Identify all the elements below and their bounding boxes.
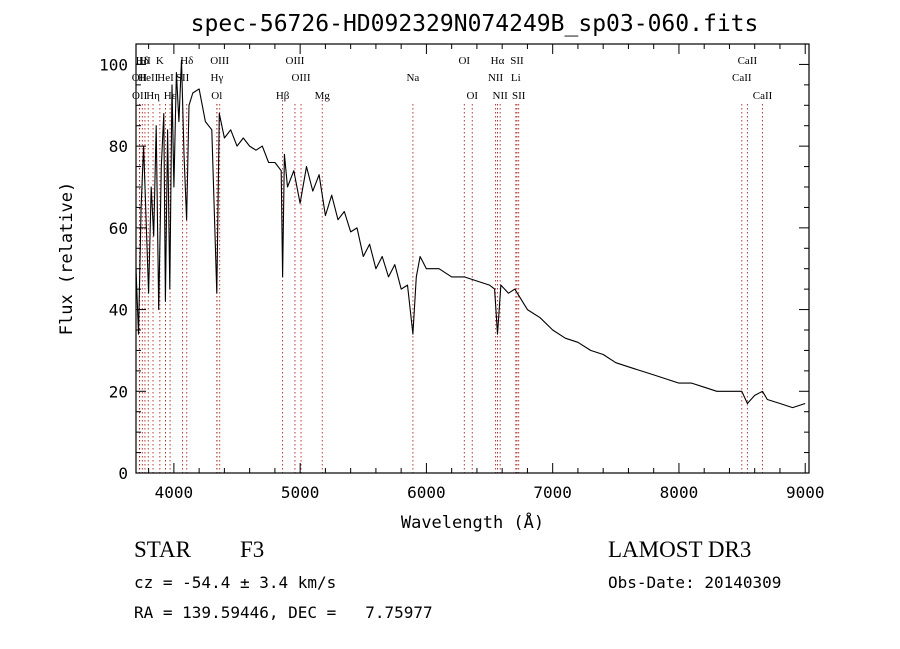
line-marker-label-24: SII xyxy=(510,55,524,67)
line-marker-label-27: CaII xyxy=(738,55,758,67)
line-marker-label-28: CaII xyxy=(732,72,752,84)
line-marker-label-17: Mg xyxy=(315,90,331,102)
line-marker-label-26: SII xyxy=(512,90,526,102)
redshift-readout: cz = -54.4 ± 3.4 km/s xyxy=(134,573,337,592)
line-marker-label-29: CaII xyxy=(753,90,773,102)
line-marker-label-9: Hδ xyxy=(180,55,193,67)
line-marker-label-23: NII xyxy=(493,90,509,102)
observation-date: Obs-Date: 20140309 xyxy=(608,573,782,592)
line-marker-label-21: Hα xyxy=(491,55,505,67)
line-marker-label-4: HeII xyxy=(138,72,158,84)
line-marker-label-22: NII xyxy=(488,72,504,84)
y-tick-label-1: 20 xyxy=(109,382,128,401)
line-marker-label-19: OI xyxy=(458,55,470,67)
line-marker-label-3: HI xyxy=(139,55,151,67)
line-marker-label-6: K xyxy=(156,55,164,67)
line-marker-label-15: OIII xyxy=(286,55,305,67)
line-marker-label-16: OIII xyxy=(292,72,311,84)
x-tick-label-0: 4000 xyxy=(155,483,194,502)
chart-title: spec-56726-HD092329N074249B_sp03-060.fit… xyxy=(191,11,759,37)
spectrum-line xyxy=(135,59,806,409)
line-marker-label-12: Hγ xyxy=(211,72,224,84)
y-tick-label-2: 40 xyxy=(109,301,128,320)
line-marker-label-13: Ol xyxy=(211,90,222,102)
y-tick-label-0: 0 xyxy=(118,464,128,483)
survey-label: LAMOST DR3 xyxy=(608,537,752,562)
x-axis-label: Wavelength (Å) xyxy=(401,511,544,533)
line-marker-label-11: OIII xyxy=(210,55,229,67)
line-marker-label-14: Hβ xyxy=(276,90,290,102)
x-tick-label-3: 7000 xyxy=(533,483,572,502)
line-marker-label-18: Na xyxy=(406,72,419,84)
line-marker-label-20: OI xyxy=(466,90,478,102)
y-axis-label: Flux (relative) xyxy=(57,182,77,336)
y-tick-label-5: 100 xyxy=(99,55,128,74)
plot-frame xyxy=(135,43,810,474)
line-marker-label-8: Hε xyxy=(164,90,177,102)
x-tick-label-2: 6000 xyxy=(407,483,446,502)
spectral-subclass: F3 xyxy=(240,537,265,562)
object-class: STAR xyxy=(134,537,191,562)
coordinates-readout: RA = 139.59446, DEC = 7.75977 xyxy=(134,603,433,622)
x-tick-label-5: 9000 xyxy=(786,483,825,502)
y-tick-label-4: 80 xyxy=(109,137,128,156)
line-marker-label-7: HeI xyxy=(157,72,174,84)
line-marker-label-25: Li xyxy=(511,72,521,84)
y-tick-label-3: 60 xyxy=(109,219,128,238)
x-tick-label-1: 5000 xyxy=(281,483,320,502)
line-marker-label-5: Hη xyxy=(146,90,160,102)
line-marker-label-10: SII xyxy=(176,72,190,84)
x-tick-label-4: 8000 xyxy=(660,483,699,502)
